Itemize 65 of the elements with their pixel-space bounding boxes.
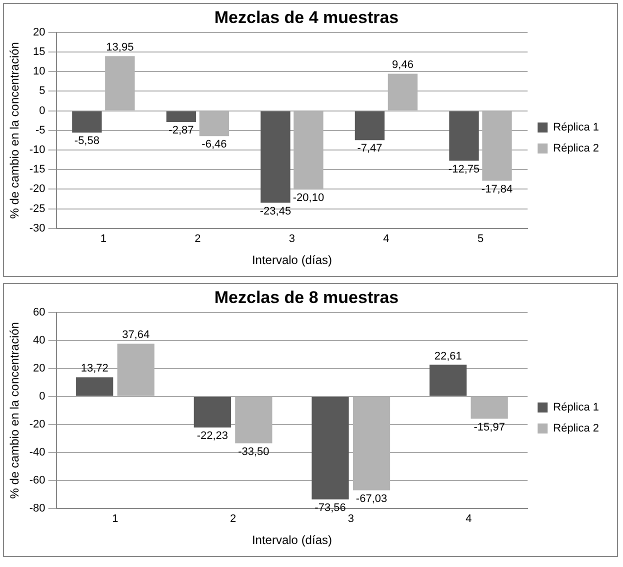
legend-label: Réplica 1: [553, 122, 599, 134]
x-tick-label: 1: [112, 513, 118, 526]
data-label: 22,61: [434, 350, 462, 362]
x-tick-label: 4: [466, 513, 472, 526]
x-tick-label: 1: [100, 233, 106, 246]
y-tick-label: 20: [33, 362, 46, 374]
y-tick-label: -25: [29, 202, 46, 215]
data-label: -17,84: [481, 183, 513, 196]
y-tick-label: 60: [33, 306, 46, 318]
x-tick-label: 4: [383, 233, 390, 246]
y-tick-label: 0: [39, 390, 46, 402]
data-label: -67,03: [356, 492, 388, 505]
bar: [312, 396, 349, 500]
y-tick-label: -20: [29, 418, 46, 430]
data-label: -6,46: [202, 138, 227, 151]
data-label: -12,75: [448, 163, 480, 176]
y-tick-label: 40: [33, 334, 46, 346]
legend-label: Réplica 2: [553, 142, 599, 155]
data-label: -33,50: [238, 446, 270, 458]
data-label: -15,97: [474, 421, 505, 434]
x-tick-label: 2: [194, 233, 201, 246]
y-tick-label: 10: [33, 66, 46, 78]
bar: [354, 111, 385, 140]
data-label: -5,58: [74, 135, 100, 148]
bar: [260, 111, 290, 203]
data-label: -7,47: [357, 142, 382, 155]
y-tick-label: -60: [29, 474, 46, 486]
y-tick-label: 20: [33, 26, 46, 38]
y-axis-title: % de cambio en la concentración: [8, 42, 22, 219]
y-tick-label: -80: [29, 502, 46, 514]
chart-title: Mezclas de 4 muestras: [214, 8, 399, 27]
bar: [430, 364, 467, 396]
bar: [72, 111, 102, 133]
legend-label: Réplica 1: [553, 402, 599, 414]
y-tick-label: -30: [29, 222, 46, 234]
x-tick-label: 3: [288, 233, 296, 246]
data-label: -22,23: [196, 430, 228, 442]
bar: [449, 111, 479, 161]
data-label: -2,87: [168, 124, 194, 137]
y-tick-label: -15: [29, 164, 46, 176]
x-axis-title: Intervalo (días): [252, 253, 332, 268]
y-tick-label: 15: [33, 46, 46, 58]
y-tick-label: -20: [29, 183, 46, 196]
y-tick-label: 0: [39, 104, 46, 117]
data-label: -20,10: [292, 192, 324, 204]
bar: [166, 111, 196, 122]
legend-label: Réplica 2: [553, 422, 599, 435]
y-tick-label: -40: [29, 446, 46, 458]
y-tick-label: 5: [39, 85, 46, 98]
y-axis-title: % de cambio en la concentración: [8, 322, 22, 499]
chart-title: Mezclas de 8 muestras: [214, 288, 399, 307]
data-label: -23,45: [260, 205, 292, 218]
data-label: 13,95: [106, 42, 134, 54]
bar: [194, 396, 231, 428]
x-tick-label: 5: [477, 233, 484, 246]
x-tick-label: 3: [348, 513, 354, 526]
bar: [76, 377, 114, 396]
data-label: -73,56: [314, 502, 346, 514]
x-tick-label: 2: [230, 513, 236, 526]
y-tick-label: -5: [36, 124, 46, 136]
data-label: 13,72: [80, 362, 108, 375]
data-label: 37,64: [122, 329, 150, 342]
y-tick-label: -10: [29, 144, 46, 156]
x-axis-title: Intervalo (días): [252, 533, 332, 548]
data-label: 9,46: [392, 59, 414, 72]
